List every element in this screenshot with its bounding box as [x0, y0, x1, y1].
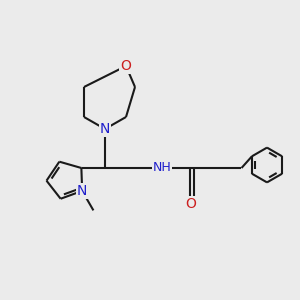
Text: NH: NH	[153, 161, 171, 175]
Text: N: N	[77, 184, 87, 198]
Text: N: N	[100, 122, 110, 136]
Text: O: O	[185, 197, 196, 211]
Text: O: O	[121, 59, 131, 73]
